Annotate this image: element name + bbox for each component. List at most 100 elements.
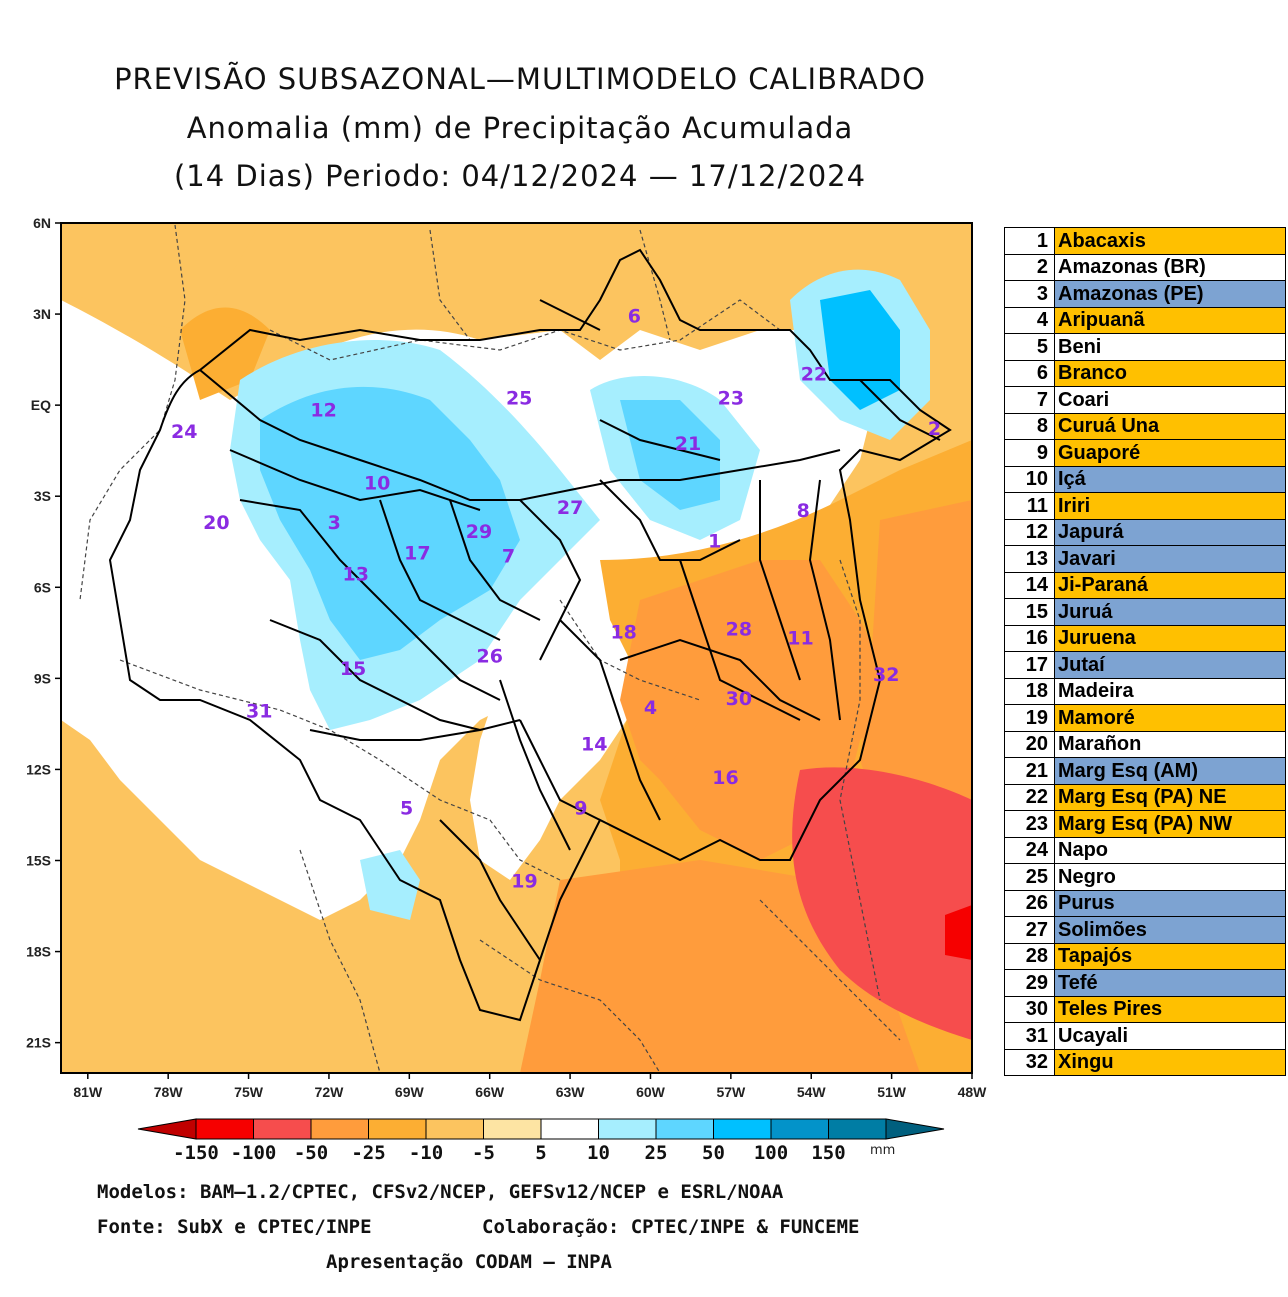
- legend-basin-name: Purus: [1054, 889, 1286, 917]
- legend-basin-name: Marg Esq (AM): [1054, 757, 1286, 785]
- colorbar-swatch: [310, 1118, 369, 1140]
- legend-number: 10: [1004, 465, 1055, 493]
- legend-basin-name: Içá: [1054, 465, 1286, 493]
- lon-tick-label: 75W: [234, 1084, 264, 1100]
- legend-row: 19 Mamoré: [1004, 704, 1286, 732]
- basin-label-28: 28: [726, 618, 752, 640]
- basin-label-7: 7: [502, 545, 515, 567]
- colorbar-swatch: [655, 1118, 714, 1140]
- legend-row: 13 Javari: [1004, 545, 1286, 573]
- legend-row: 32 Xingu: [1004, 1048, 1286, 1076]
- legend-number: 9: [1004, 439, 1055, 467]
- legend-basin-name: Amazonas (BR): [1054, 253, 1286, 281]
- colorbar-min-arrow: [137, 1118, 197, 1140]
- legend-row: 18 Madeira: [1004, 677, 1286, 705]
- lat-tick-label: 15S: [26, 853, 51, 869]
- lat-tick-label: EQ: [31, 397, 51, 413]
- colorbar-unit: mm: [870, 1143, 895, 1158]
- lon-tick-label: 66W: [475, 1084, 505, 1100]
- legend-basin-name: Solimões: [1054, 916, 1286, 944]
- legend-basin-name: Tapajós: [1054, 942, 1286, 970]
- lat-tick-label: 6S: [34, 579, 51, 595]
- legend-basin-name: Marg Esq (PA) NE: [1054, 783, 1286, 811]
- basin-label-4: 4: [644, 697, 657, 719]
- lat-tick-label: 3S: [34, 488, 51, 504]
- legend-number: 1: [1004, 227, 1055, 255]
- lon-tick-label: 69W: [395, 1084, 425, 1100]
- legend-row: 9 Guaporé: [1004, 439, 1286, 467]
- basin-boundaries: [108, 248, 952, 1022]
- legend-number: 22: [1004, 783, 1055, 811]
- legend-row: 14 Ji-Paraná: [1004, 571, 1286, 599]
- legend-row: 17 Jutaí: [1004, 651, 1286, 679]
- lat-tick-label: 12S: [26, 761, 51, 777]
- legend-number: 25: [1004, 863, 1055, 891]
- lon-tick-label: 54W: [797, 1084, 827, 1100]
- legend-number: 21: [1004, 757, 1055, 785]
- legend-row: 1 Abacaxis: [1004, 227, 1286, 255]
- legend-row: 16 Juruena: [1004, 624, 1286, 652]
- legend-basin-name: Marg Esq (PA) NW: [1054, 810, 1286, 838]
- colorbar-label: -25: [351, 1142, 385, 1164]
- colorbar-swatch: [483, 1118, 542, 1140]
- legend-number: 5: [1004, 333, 1055, 361]
- lon-tick-label: 48W: [958, 1084, 988, 1100]
- legend-basin-name: Teles Pires: [1054, 995, 1286, 1023]
- legend-row: 22 Marg Esq (PA) NE: [1004, 783, 1286, 811]
- basin-label-20: 20: [203, 512, 229, 534]
- lon-tick-label: 78W: [154, 1084, 184, 1100]
- legend-row: 7 Coari: [1004, 386, 1286, 414]
- basin-label-24: 24: [171, 421, 197, 443]
- basin-label-17: 17: [404, 542, 430, 564]
- legend-number: 12: [1004, 518, 1055, 546]
- legend-row: 12 Japurá: [1004, 518, 1286, 546]
- legend-row: 5 Beni: [1004, 333, 1286, 361]
- basin-label-12: 12: [310, 400, 336, 422]
- basin-label-16: 16: [712, 767, 738, 789]
- colorbar-swatch: [368, 1118, 427, 1140]
- lat-tick-label: 21S: [26, 1035, 51, 1051]
- colorbar-swatch: [828, 1118, 887, 1140]
- legend-number: 3: [1004, 280, 1055, 308]
- legend-number: 13: [1004, 545, 1055, 573]
- colorbar-swatch: [195, 1118, 254, 1140]
- footer-models: Modelos: BAM—1.2/CPTEC, CFSv2/NCEP, GEFS…: [97, 1181, 784, 1203]
- legend-number: 32: [1004, 1048, 1055, 1076]
- legend-number: 19: [1004, 704, 1055, 732]
- basin-label-18: 18: [610, 621, 636, 643]
- colorbar-swatch: [540, 1118, 599, 1140]
- colorbar-label: -100: [231, 1142, 277, 1164]
- lon-tick-label: 72W: [315, 1084, 345, 1100]
- basin-label-1: 1: [708, 530, 721, 552]
- legend-row: 10 Içá: [1004, 465, 1286, 493]
- legend-basin-name: Tefé: [1054, 969, 1286, 997]
- colorbar-label: -10: [409, 1142, 443, 1164]
- basin-label-6: 6: [628, 306, 641, 328]
- legend-basin-name: Branco: [1054, 359, 1286, 387]
- basin-label-19: 19: [511, 870, 537, 892]
- legend-row: 27 Solimões: [1004, 916, 1286, 944]
- legend-basin-name: Aripuanã: [1054, 306, 1286, 334]
- colorbar-swatch: [713, 1118, 772, 1140]
- legend-number: 30: [1004, 995, 1055, 1023]
- legend-basin-name: Negro: [1054, 863, 1286, 891]
- colorbar-swatch: [425, 1118, 484, 1140]
- legend-row: 25 Negro: [1004, 863, 1286, 891]
- basin-label-21: 21: [675, 433, 701, 455]
- legend-number: 8: [1004, 412, 1055, 440]
- legend-basin-name: Mamoré: [1054, 704, 1286, 732]
- basin-label-2: 2: [928, 418, 941, 440]
- basin-label-3: 3: [328, 512, 341, 534]
- legend-row: 28 Tapajós: [1004, 942, 1286, 970]
- colorbar-label: 25: [645, 1142, 668, 1164]
- legend-row: 20 Marañon: [1004, 730, 1286, 758]
- legend-row: 21 Marg Esq (AM): [1004, 757, 1286, 785]
- legend-basin-name: Marañon: [1054, 730, 1286, 758]
- basin-label-13: 13: [343, 564, 369, 586]
- basin-label-14: 14: [581, 734, 607, 756]
- colorbar-swatch: [253, 1118, 312, 1140]
- colorbar-label: 50: [702, 1142, 725, 1164]
- legend-number: 15: [1004, 598, 1055, 626]
- colorbar-label: 100: [754, 1142, 788, 1164]
- basin-label-5: 5: [400, 797, 413, 819]
